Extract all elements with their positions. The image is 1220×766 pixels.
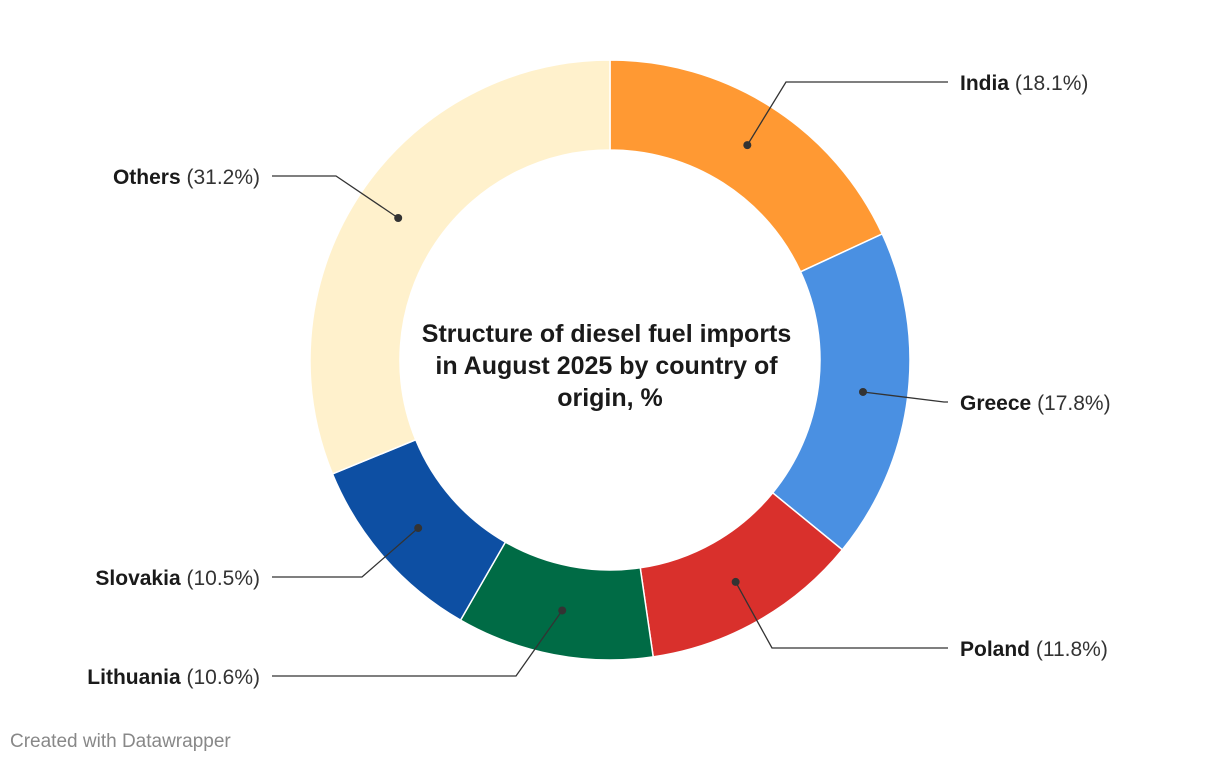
label-value: (10.5%) — [186, 567, 260, 590]
label-value: (18.1%) — [1015, 72, 1089, 95]
leader-line-lithuania — [272, 610, 563, 677]
label-greece: Greece (17.8%) — [960, 392, 1111, 415]
label-value: (17.8%) — [1037, 392, 1111, 415]
leader-dot-others — [394, 213, 403, 222]
leader-dot-lithuania — [558, 606, 567, 615]
label-value: (31.2%) — [186, 166, 260, 189]
leader-dot-greece — [858, 387, 867, 396]
label-value: (10.6%) — [186, 666, 260, 689]
leader-line-greece — [862, 391, 948, 403]
label-name: Greece — [960, 392, 1037, 415]
label-value: (11.8%) — [1036, 638, 1108, 661]
label-slovakia: Slovakia (10.5%) — [95, 567, 260, 590]
leader-line-slovakia — [272, 527, 419, 578]
credit-text: Created with Datawrapper — [10, 731, 231, 752]
label-name: Others — [113, 166, 187, 189]
label-name: Poland — [960, 638, 1036, 661]
leader-dot-poland — [731, 577, 740, 586]
leader-line-poland — [735, 581, 948, 649]
slice-india — [609, 59, 884, 273]
label-lithuania: Lithuania (10.6%) — [87, 666, 260, 689]
chart-title: Structure of diesel fuel imports in Augu… — [422, 320, 798, 412]
label-name: India — [960, 72, 1015, 95]
leader-dot-slovakia — [414, 524, 423, 533]
donut-slices — [309, 59, 911, 661]
label-india: India (18.1%) — [960, 72, 1088, 95]
slice-others — [309, 59, 611, 475]
slice-labels: India (18.1%) Greece (17.8%) Poland (11.8%… — [87, 72, 1110, 689]
label-name: Slovakia — [95, 567, 186, 590]
label-others: Others (31.2%) — [113, 166, 260, 189]
chart-title-line-2: in August 2025 by country of — [435, 352, 778, 380]
slice-greece — [771, 232, 911, 551]
leader-line-others — [272, 175, 399, 219]
leader-line-india — [746, 81, 948, 146]
leader-lines — [272, 81, 948, 677]
label-poland: Poland (11.8%) — [960, 638, 1108, 661]
leader-dot-india — [743, 141, 752, 150]
chart-title-line-3: origin, % — [557, 384, 663, 412]
chart-title-line-1: Structure of diesel fuel imports — [422, 320, 792, 348]
label-name: Lithuania — [87, 666, 186, 689]
